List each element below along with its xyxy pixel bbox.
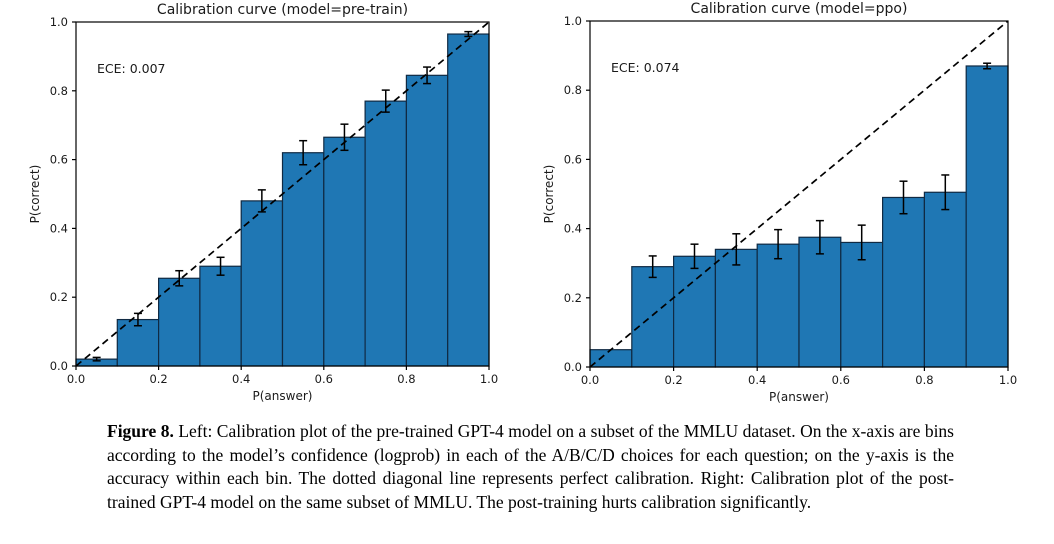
histogram-bar [364, 100, 408, 367]
histogram-bar [882, 196, 926, 368]
perfect-calibration-line [589, 20, 1009, 368]
x-tick-label: 0.8 [397, 372, 415, 386]
x-tick-label: 1.0 [999, 373, 1017, 387]
axes-frame [75, 21, 490, 367]
y-tick-label: 0.8 [564, 83, 582, 97]
histogram-bar [199, 265, 242, 367]
axes-frame [589, 20, 1009, 368]
y-tick-label: 1.0 [50, 15, 68, 29]
x-tick-label: 0.0 [67, 372, 85, 386]
y-tick-label: 0.6 [50, 153, 68, 167]
calibration-chart-ppo: 0.0 0.2 0.4 0.6 0.8 1.0 0.0 0.2 0.4 0.6 0.8 1.0 Cali… [542, 1, 1017, 404]
calibration-chart-pretrain: 0.0 0.2 0.4 0.6 0.8 1.0 0.0 0.2 0.4 0.6 0.8 1.0 Cali… [28, 2, 498, 403]
histogram-bar [589, 349, 633, 368]
x-tick-label: 0.4 [232, 372, 250, 386]
x-tick-label: 0.2 [149, 372, 167, 386]
histogram-bar [965, 65, 1009, 368]
x-tick-label: 0.0 [581, 373, 599, 387]
histogram-bar [281, 152, 325, 367]
x-tick-label: 0.6 [315, 372, 333, 386]
ece-annotation: ECE: 0.007 [97, 61, 166, 76]
chart-title: Calibration curve (model=ppo) [691, 1, 908, 17]
histogram-bar [323, 136, 366, 367]
x-tick-label: 1.0 [480, 372, 498, 386]
y-tick-label: 1.0 [564, 14, 582, 28]
y-axis-label: P(correct) [28, 165, 42, 224]
histogram-bar [673, 255, 717, 368]
histogram-bar [447, 33, 490, 367]
y-tick-label: 0.8 [50, 84, 68, 98]
y-tick-label: 0.2 [50, 290, 68, 304]
x-tick-label: 0.6 [832, 373, 850, 387]
x-axis-label: P(answer) [253, 389, 313, 403]
perfect-calibration-line [75, 21, 490, 367]
histogram-bar [798, 236, 842, 368]
x-axis-label: P(answer) [769, 390, 829, 404]
ece-annotation: ECE: 0.074 [611, 60, 680, 75]
histogram-bar [923, 191, 967, 368]
y-tick-label: 0.4 [50, 221, 68, 235]
x-tick-label: 0.8 [915, 373, 933, 387]
y-axis-label: P(correct) [542, 165, 556, 224]
histogram-bar [756, 243, 800, 368]
figure-caption-label: Figure 8. [107, 421, 174, 441]
histogram-bar [405, 74, 449, 367]
x-tick-label: 0.2 [664, 373, 682, 387]
y-tick-label: 0.6 [564, 152, 582, 166]
figure-caption: Figure 8. Left: Calibration plot of the … [107, 420, 954, 514]
histogram-bar [240, 200, 284, 367]
y-tick-label: 0.0 [50, 359, 68, 373]
y-tick-label: 0.4 [564, 222, 582, 236]
figure-caption-text: Left: Calibration plot of the pre-traine… [107, 421, 954, 512]
histogram-bar [631, 266, 675, 368]
histogram-bar [714, 248, 758, 368]
chart-title: Calibration curve (model=pre-train) [157, 2, 408, 18]
y-tick-label: 0.2 [564, 291, 582, 305]
histogram-bar [840, 241, 884, 368]
y-tick-label: 0.0 [564, 360, 582, 374]
x-tick-label: 0.4 [748, 373, 766, 387]
